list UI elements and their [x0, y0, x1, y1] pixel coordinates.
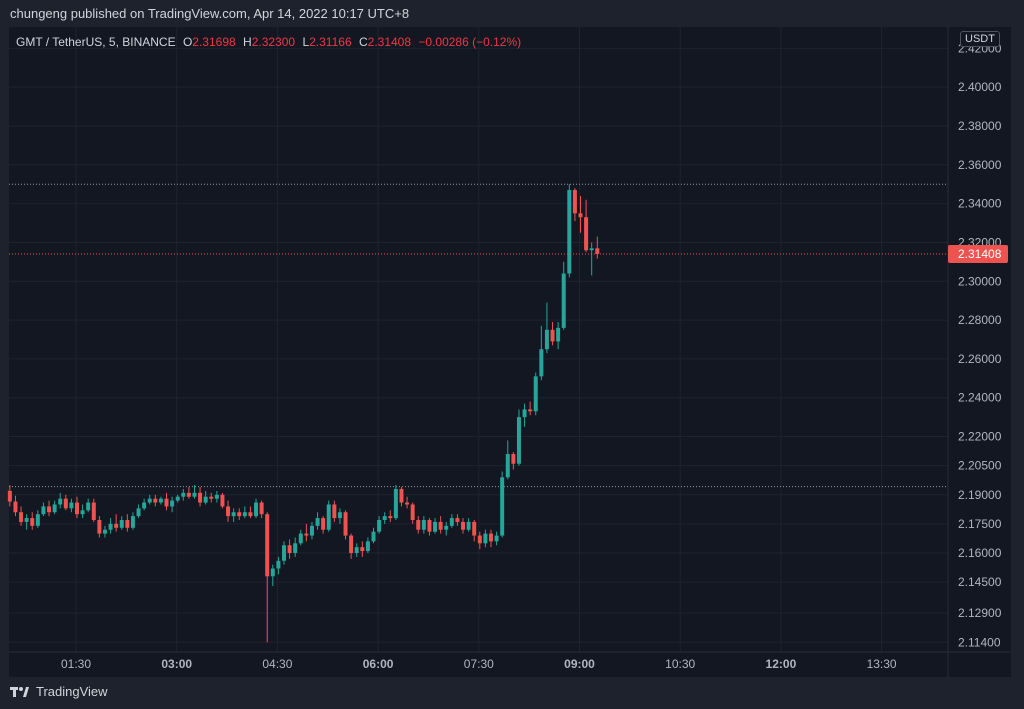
ohlc-legend: GMT / TetherUS, 5, BINANCE O2.31698 H2.3…	[16, 35, 521, 49]
footer-brand[interactable]: TradingView	[10, 684, 108, 699]
chart-area[interactable]	[9, 27, 1011, 677]
low-value: 2.31166	[309, 35, 352, 49]
high-value: 2.32300	[251, 35, 296, 49]
symbol-title[interactable]: GMT / TetherUS, 5, BINANCE	[16, 35, 176, 49]
close-value: 2.31408	[367, 35, 412, 49]
close-label: C	[358, 35, 368, 49]
tradingview-brand-text: TradingView	[36, 684, 108, 699]
open-value: 2.31698	[192, 35, 236, 49]
low-label: L	[302, 35, 310, 49]
change-value: −0.00286 (−0.12%)	[418, 35, 522, 49]
publisher-caption: chungeng published on TradingView.com, A…	[10, 6, 410, 21]
high-label: H	[243, 35, 252, 49]
open-label: O	[182, 35, 193, 49]
currency-badge[interactable]: USDT	[960, 31, 1000, 47]
tradingview-logo-icon	[10, 686, 29, 697]
